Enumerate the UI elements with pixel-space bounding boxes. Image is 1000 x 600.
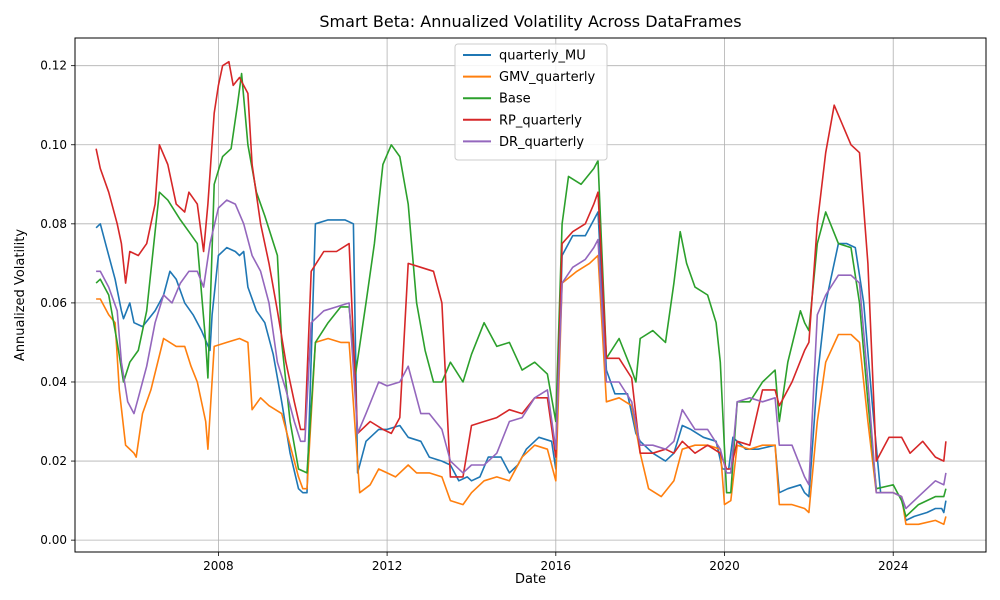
y-tick-label: 0.04 — [40, 375, 67, 389]
y-axis-ticks: 0.00 0.02 0.04 0.06 0.08 0.10 0.12 — [40, 59, 75, 547]
x-tick-label: 2016 — [541, 559, 572, 573]
legend-label: Base — [499, 92, 531, 107]
y-tick-label: 0.06 — [40, 296, 67, 310]
series-line-quarterly_MU — [95, 211, 947, 522]
legend: quarterly_MU GMV_quarterly Base RP_quarterl… — [454, 43, 608, 161]
x-tick-label: 2020 — [709, 559, 740, 573]
legend-label: DR_quarterly — [499, 135, 584, 150]
legend-label: quarterly_MU — [499, 49, 586, 64]
y-tick-label: 0.10 — [40, 138, 67, 152]
y-axis-label: Annualized Volatility — [13, 229, 28, 361]
y-tick-label: 0.02 — [40, 454, 67, 468]
series-line-Base — [95, 72, 947, 518]
x-axis-label: Date — [515, 572, 546, 587]
series-line-RP_quarterly — [95, 60, 947, 478]
series-lines — [95, 60, 947, 526]
chart-title: Smart Beta: Annualized Volatility Across… — [319, 12, 741, 31]
legend-label: RP_quarterly — [499, 113, 582, 128]
x-tick-label: 2012 — [372, 559, 403, 573]
x-tick-label: 2008 — [203, 559, 234, 573]
x-tick-label: 2024 — [878, 559, 909, 573]
legend-label: GMV_quarterly — [499, 70, 596, 85]
x-axis-ticks: 2008 2012 2016 2020 2024 — [203, 552, 908, 573]
y-tick-label: 0.08 — [40, 217, 67, 231]
y-tick-label: 0.12 — [40, 59, 67, 73]
legend-box — [454, 43, 608, 161]
plot-frame — [74, 37, 987, 553]
y-tick-label: 0.00 — [40, 533, 67, 547]
series-line-DR_quarterly — [96, 199, 947, 510]
series-line-GMV_quarterly — [96, 254, 947, 526]
